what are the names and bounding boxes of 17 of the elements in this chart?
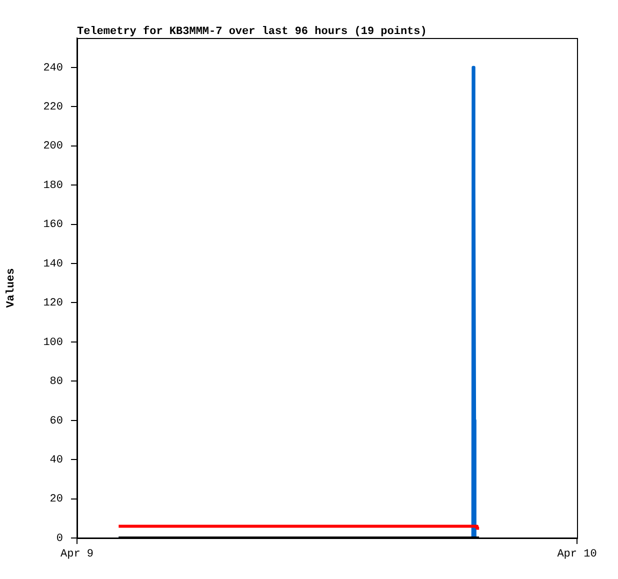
y-tick-label: 60: [50, 415, 63, 428]
y-tick-label: 80: [50, 376, 63, 388]
y-tick-label: 20: [50, 494, 63, 506]
y-tick-label: 200: [43, 140, 63, 153]
y-tick-label: 140: [43, 258, 63, 270]
chart-title: Telemetry for KB3MMM-7 over last 96 hours (19 points): [77, 25, 427, 38]
x-tick-label: Apr 10: [557, 548, 597, 561]
y-tick-label: 40: [50, 454, 63, 466]
y-tick-label: 220: [43, 102, 63, 114]
y-tick-label: 0: [56, 532, 63, 545]
y-tick-label: 240: [43, 62, 63, 74]
y-axis-title: Values: [5, 268, 18, 308]
y-tick-label: 100: [43, 336, 63, 349]
x-tick-label: Apr 9: [60, 548, 94, 561]
y-tick-label: 160: [43, 219, 63, 232]
y-tick-label: 180: [43, 180, 63, 192]
y-tick-label: 120: [43, 298, 63, 310]
